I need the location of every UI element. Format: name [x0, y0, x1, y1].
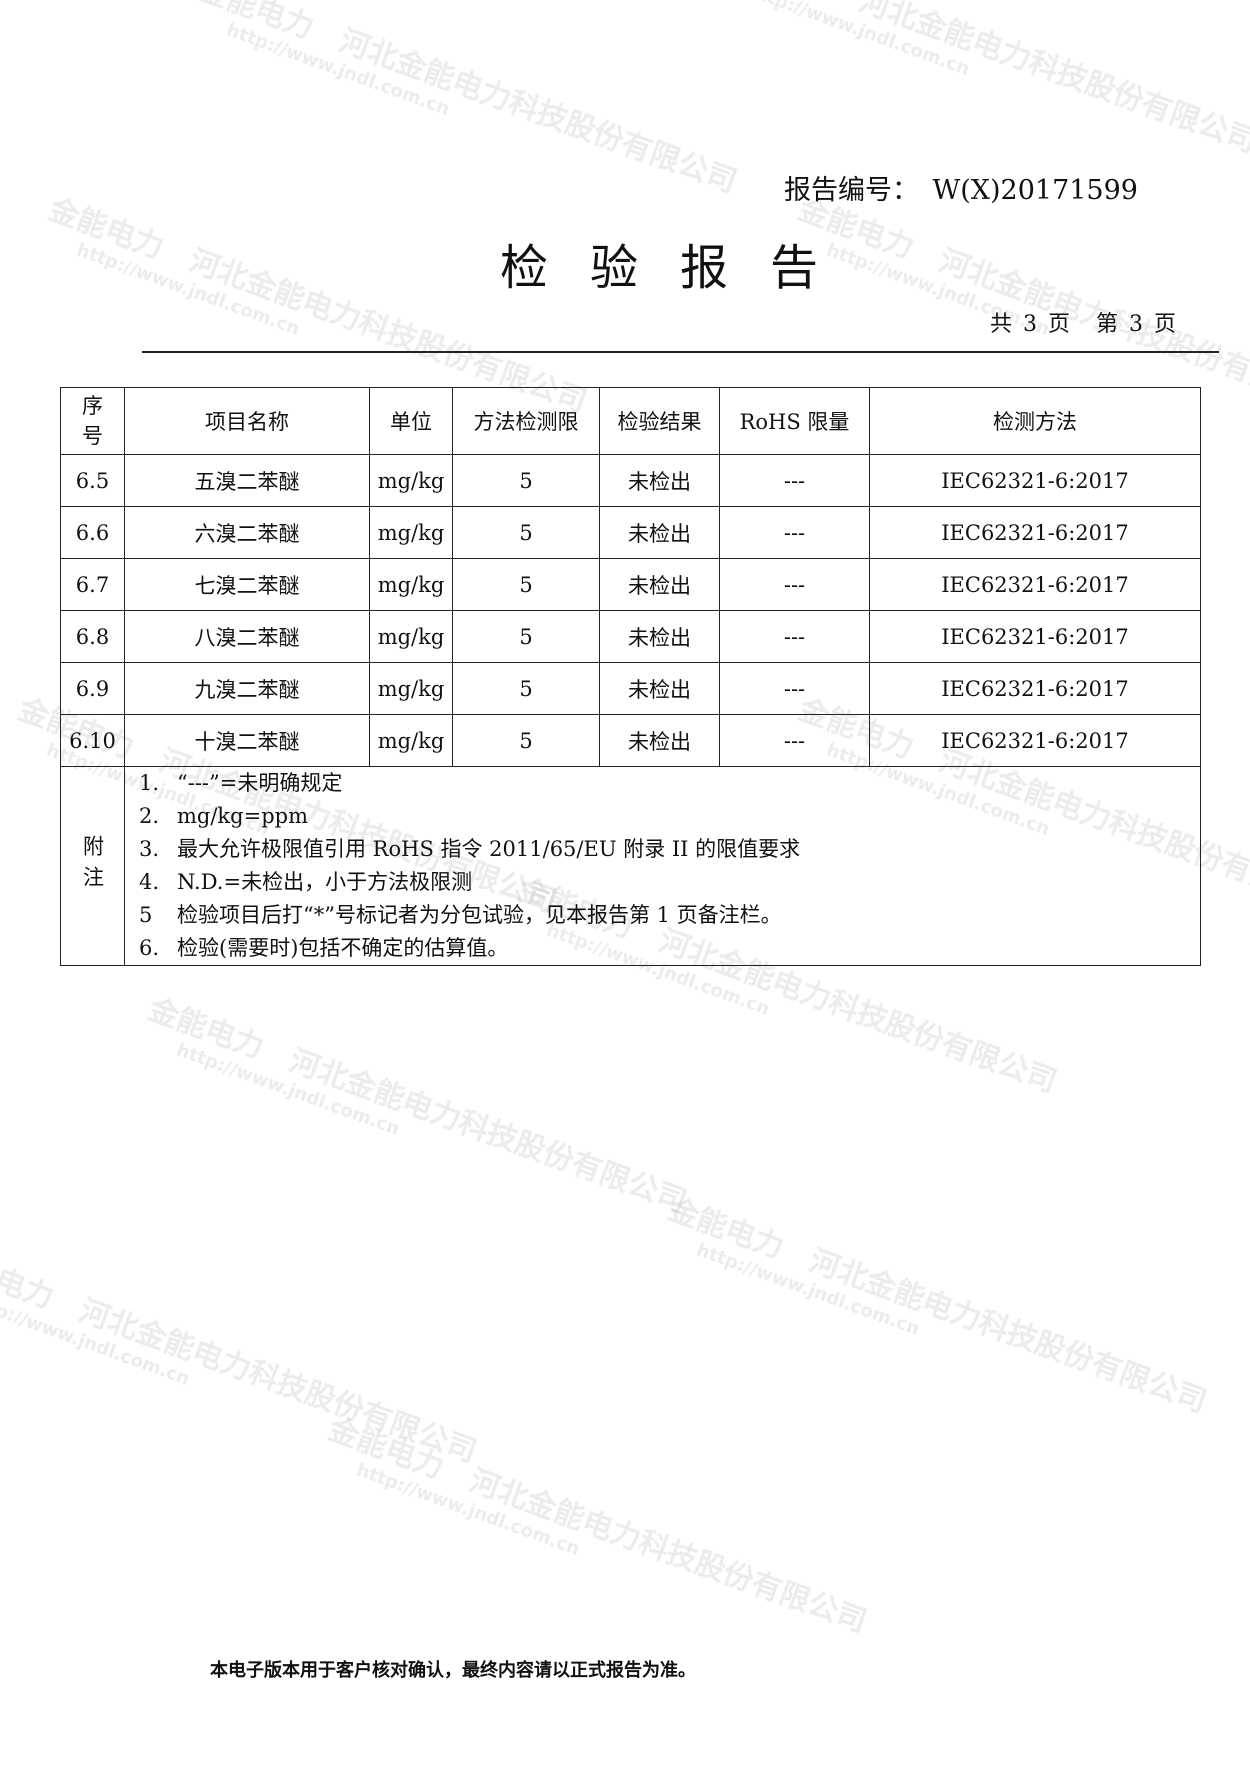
table-cell: 未检出	[599, 714, 720, 767]
column-header: 检测方法	[869, 387, 1201, 455]
notes-list: 1. “---”=未明确规定 2. mg/kg=ppm 3. 最大允许极限值引用 RoHS…	[125, 767, 1200, 965]
table-cell: mg/kg	[369, 558, 453, 611]
table-cell: ---	[719, 506, 870, 559]
table-cell: ---	[719, 662, 870, 715]
table-cell: IEC62321-6:2017	[869, 714, 1201, 767]
table-cell: 六溴二苯醚	[124, 506, 370, 559]
table-cell: mg/kg	[369, 454, 453, 507]
report-number-value: W(X)20171599	[932, 175, 1138, 206]
header-rule	[142, 351, 1219, 353]
table-cell: 十溴二苯醚	[124, 714, 370, 767]
table-row: 6.8 八溴二苯醚 mg/kg 5 未检出 --- IEC62321-6:2017	[60, 610, 1201, 663]
column-header: 序号	[60, 387, 125, 455]
table-cell: 5	[452, 610, 600, 663]
table-cell: ---	[719, 558, 870, 611]
column-header: RoHS 限量	[719, 387, 870, 455]
column-header: 检验结果	[599, 387, 720, 455]
note-text: 检验(需要时)包括不确定的估算值。	[177, 936, 509, 960]
note-text: 检验项目后打“*”号标记者为分包试验，见本报告第 1 页备注栏。	[177, 903, 782, 927]
table-cell: 6.5	[60, 454, 125, 507]
note-number: 5	[139, 903, 153, 927]
note-item: 6. 检验(需要时)包括不确定的估算值。	[139, 932, 1200, 965]
table-row: 6.10 十溴二苯醚 mg/kg 5 未检出 --- IEC62321-6:2017	[60, 714, 1201, 767]
table-cell: 七溴二苯醚	[124, 558, 370, 611]
report-number-label: 报告编号：	[784, 175, 906, 206]
table-cell: 未检出	[599, 558, 720, 611]
note-item: 1. “---”=未明确规定	[139, 767, 1200, 800]
table-cell: mg/kg	[369, 662, 453, 715]
table-cell: IEC62321-6:2017	[869, 558, 1201, 611]
table-cell: IEC62321-6:2017	[869, 610, 1201, 663]
note-text: mg/kg=ppm	[177, 804, 308, 828]
table-cell: IEC62321-6:2017	[869, 662, 1201, 715]
table-cell: mg/kg	[369, 714, 453, 767]
table-cell: ---	[719, 454, 870, 507]
note-item: 4. N.D.=未检出，小于方法极限测	[139, 866, 1200, 899]
table-row: 6.6 六溴二苯醚 mg/kg 5 未检出 --- IEC62321-6:2017	[60, 506, 1201, 559]
table-cell: 未检出	[599, 454, 720, 507]
notes-row: 附注 1. “---”=未明确规定 2. mg/kg=ppm 3. 最大允许极限值引用 R…	[60, 766, 1201, 966]
report-number: 报告编号： W(X)20171599	[784, 168, 1138, 207]
table-cell: 6.9	[60, 662, 125, 715]
table-cell: 5	[452, 714, 600, 767]
note-text: N.D.=未检出，小于方法极限测	[177, 870, 473, 894]
watermark: 金能电力 河北金能电力科技股份有限公司http://www.jndl.com.c…	[714, 0, 1250, 160]
note-number: 1.	[139, 771, 160, 795]
table-cell: 6.10	[60, 714, 125, 767]
notes-label: 附注	[60, 766, 125, 966]
table-cell: 未检出	[599, 506, 720, 559]
page-count: 共 3 页 第 3 页	[990, 312, 1178, 337]
column-header: 方法检测限	[452, 387, 600, 455]
table-cell: IEC62321-6:2017	[869, 506, 1201, 559]
table-cell: 6.8	[60, 610, 125, 663]
note-item: 5 检验项目后打“*”号标记者为分包试验，见本报告第 1 页备注栏。	[139, 899, 1200, 932]
note-item: 2. mg/kg=ppm	[139, 800, 1200, 833]
note-item: 3. 最大允许极限值引用 RoHS 指令 2011/65/EU 附录 II 的限值…	[139, 833, 1200, 866]
table-cell: 5	[452, 454, 600, 507]
note-number: 4.	[139, 870, 160, 894]
note-text: “---”=未明确规定	[177, 771, 343, 795]
table-cell: 九溴二苯醚	[124, 662, 370, 715]
note-number: 3.	[139, 837, 160, 861]
table-row: 6.9 九溴二苯醚 mg/kg 5 未检出 --- IEC62321-6:2017	[60, 662, 1201, 715]
table-cell: mg/kg	[369, 506, 453, 559]
table-cell: 5	[452, 506, 600, 559]
table-cell: mg/kg	[369, 610, 453, 663]
table-cell: IEC62321-6:2017	[869, 454, 1201, 507]
table-cell: 6.6	[60, 506, 125, 559]
table-cell: ---	[719, 610, 870, 663]
table-cell: 5	[452, 662, 600, 715]
table-cell: 未检出	[599, 610, 720, 663]
table-cell: 未检出	[599, 662, 720, 715]
column-header: 单位	[369, 387, 453, 455]
table-row: 6.7 七溴二苯醚 mg/kg 5 未检出 --- IEC62321-6:2017	[60, 558, 1201, 611]
table-cell: 5	[452, 558, 600, 611]
note-text: 最大允许极限值引用 RoHS 指令 2011/65/EU 附录 II 的限值要求	[177, 837, 801, 861]
table-cell: 八溴二苯醚	[124, 610, 370, 663]
page-title: 检验报告	[499, 240, 860, 296]
table-cell: 6.7	[60, 558, 125, 611]
results-table: 序号 项目名称 单位 方法检测限 检验结果 RoHS 限量 检测方法 6.5 五溴二苯醚 mg/…	[60, 387, 1201, 966]
note-number: 2.	[139, 804, 160, 828]
table-row: 6.5 五溴二苯醚 mg/kg 5 未检出 --- IEC62321-6:2017	[60, 454, 1201, 507]
table-cell: ---	[719, 714, 870, 767]
column-header: 项目名称	[124, 387, 370, 455]
footer-disclaimer: 本电子版本用于客户核对确认，最终内容请以正式报告为准。	[210, 1660, 696, 1681]
note-number: 6.	[139, 936, 160, 960]
table-cell: 五溴二苯醚	[124, 454, 370, 507]
